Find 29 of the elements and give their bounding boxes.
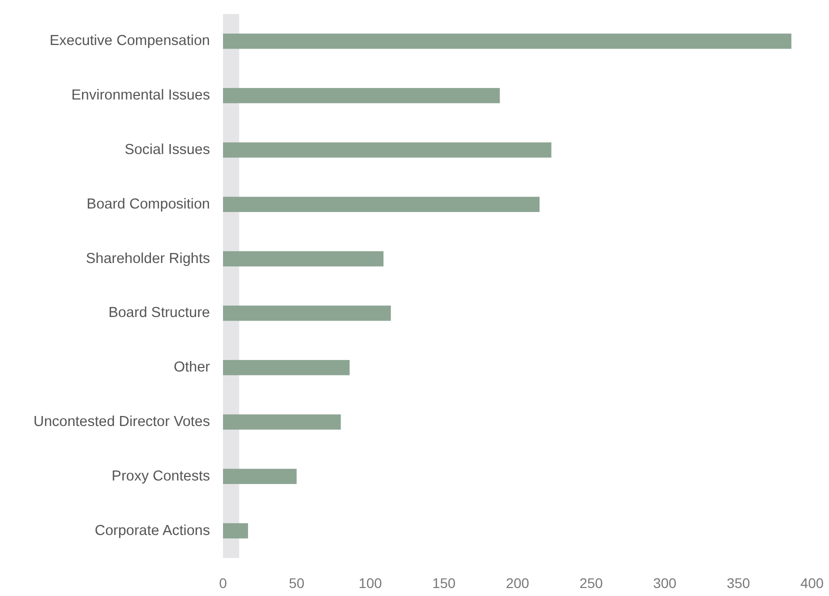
x-tick-label: 50 xyxy=(288,575,305,591)
y-tick-label: Other xyxy=(174,360,210,376)
y-tick-label: Uncontested Director Votes xyxy=(33,414,210,430)
bar xyxy=(223,251,384,266)
y-tick-label: Social Issues xyxy=(124,142,210,158)
bar xyxy=(223,414,341,430)
bar xyxy=(223,360,350,376)
x-tick-label: 250 xyxy=(579,575,604,591)
y-tick-label: Board Composition xyxy=(86,196,210,212)
x-tick-label: 200 xyxy=(506,575,530,591)
bar xyxy=(223,34,792,49)
bar xyxy=(223,88,500,104)
bar xyxy=(223,468,297,484)
y-tick-label: Proxy Contests xyxy=(112,468,210,484)
x-tick-label: 0 xyxy=(219,575,228,591)
x-tick-label: 150 xyxy=(432,575,456,591)
y-tick-label: Corporate Actions xyxy=(94,522,210,539)
y-tick-label: Executive Compensation xyxy=(50,33,210,50)
x-tick-label: 350 xyxy=(726,575,750,591)
y-tick-label: Board Structure xyxy=(108,305,210,322)
x-tick-label: 300 xyxy=(653,575,677,591)
y-tick-label: Environmental Issues xyxy=(71,88,210,104)
bar xyxy=(223,142,552,158)
bar xyxy=(223,306,391,321)
y-tick-label: Shareholder Rights xyxy=(86,250,210,267)
bar xyxy=(223,196,540,212)
x-tick-label: 400 xyxy=(800,575,824,591)
x-tick-label: 100 xyxy=(358,575,382,591)
bar xyxy=(223,523,248,538)
